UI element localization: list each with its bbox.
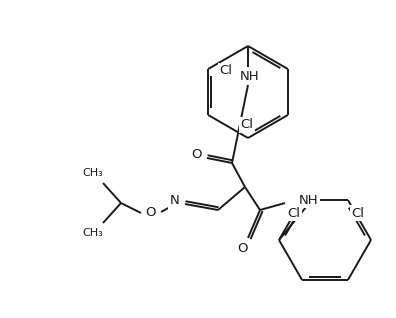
Text: O: O <box>237 243 247 255</box>
Text: Cl: Cl <box>352 207 364 220</box>
Text: Cl: Cl <box>287 207 301 220</box>
Text: NH: NH <box>240 70 260 82</box>
Text: N: N <box>170 195 180 208</box>
Text: CH₃: CH₃ <box>83 168 103 178</box>
Text: CH₃: CH₃ <box>83 228 103 238</box>
Text: O: O <box>145 205 155 218</box>
Text: Cl: Cl <box>240 119 253 132</box>
Text: O: O <box>192 149 202 162</box>
Text: Cl: Cl <box>220 65 233 78</box>
Text: NH: NH <box>299 193 319 206</box>
